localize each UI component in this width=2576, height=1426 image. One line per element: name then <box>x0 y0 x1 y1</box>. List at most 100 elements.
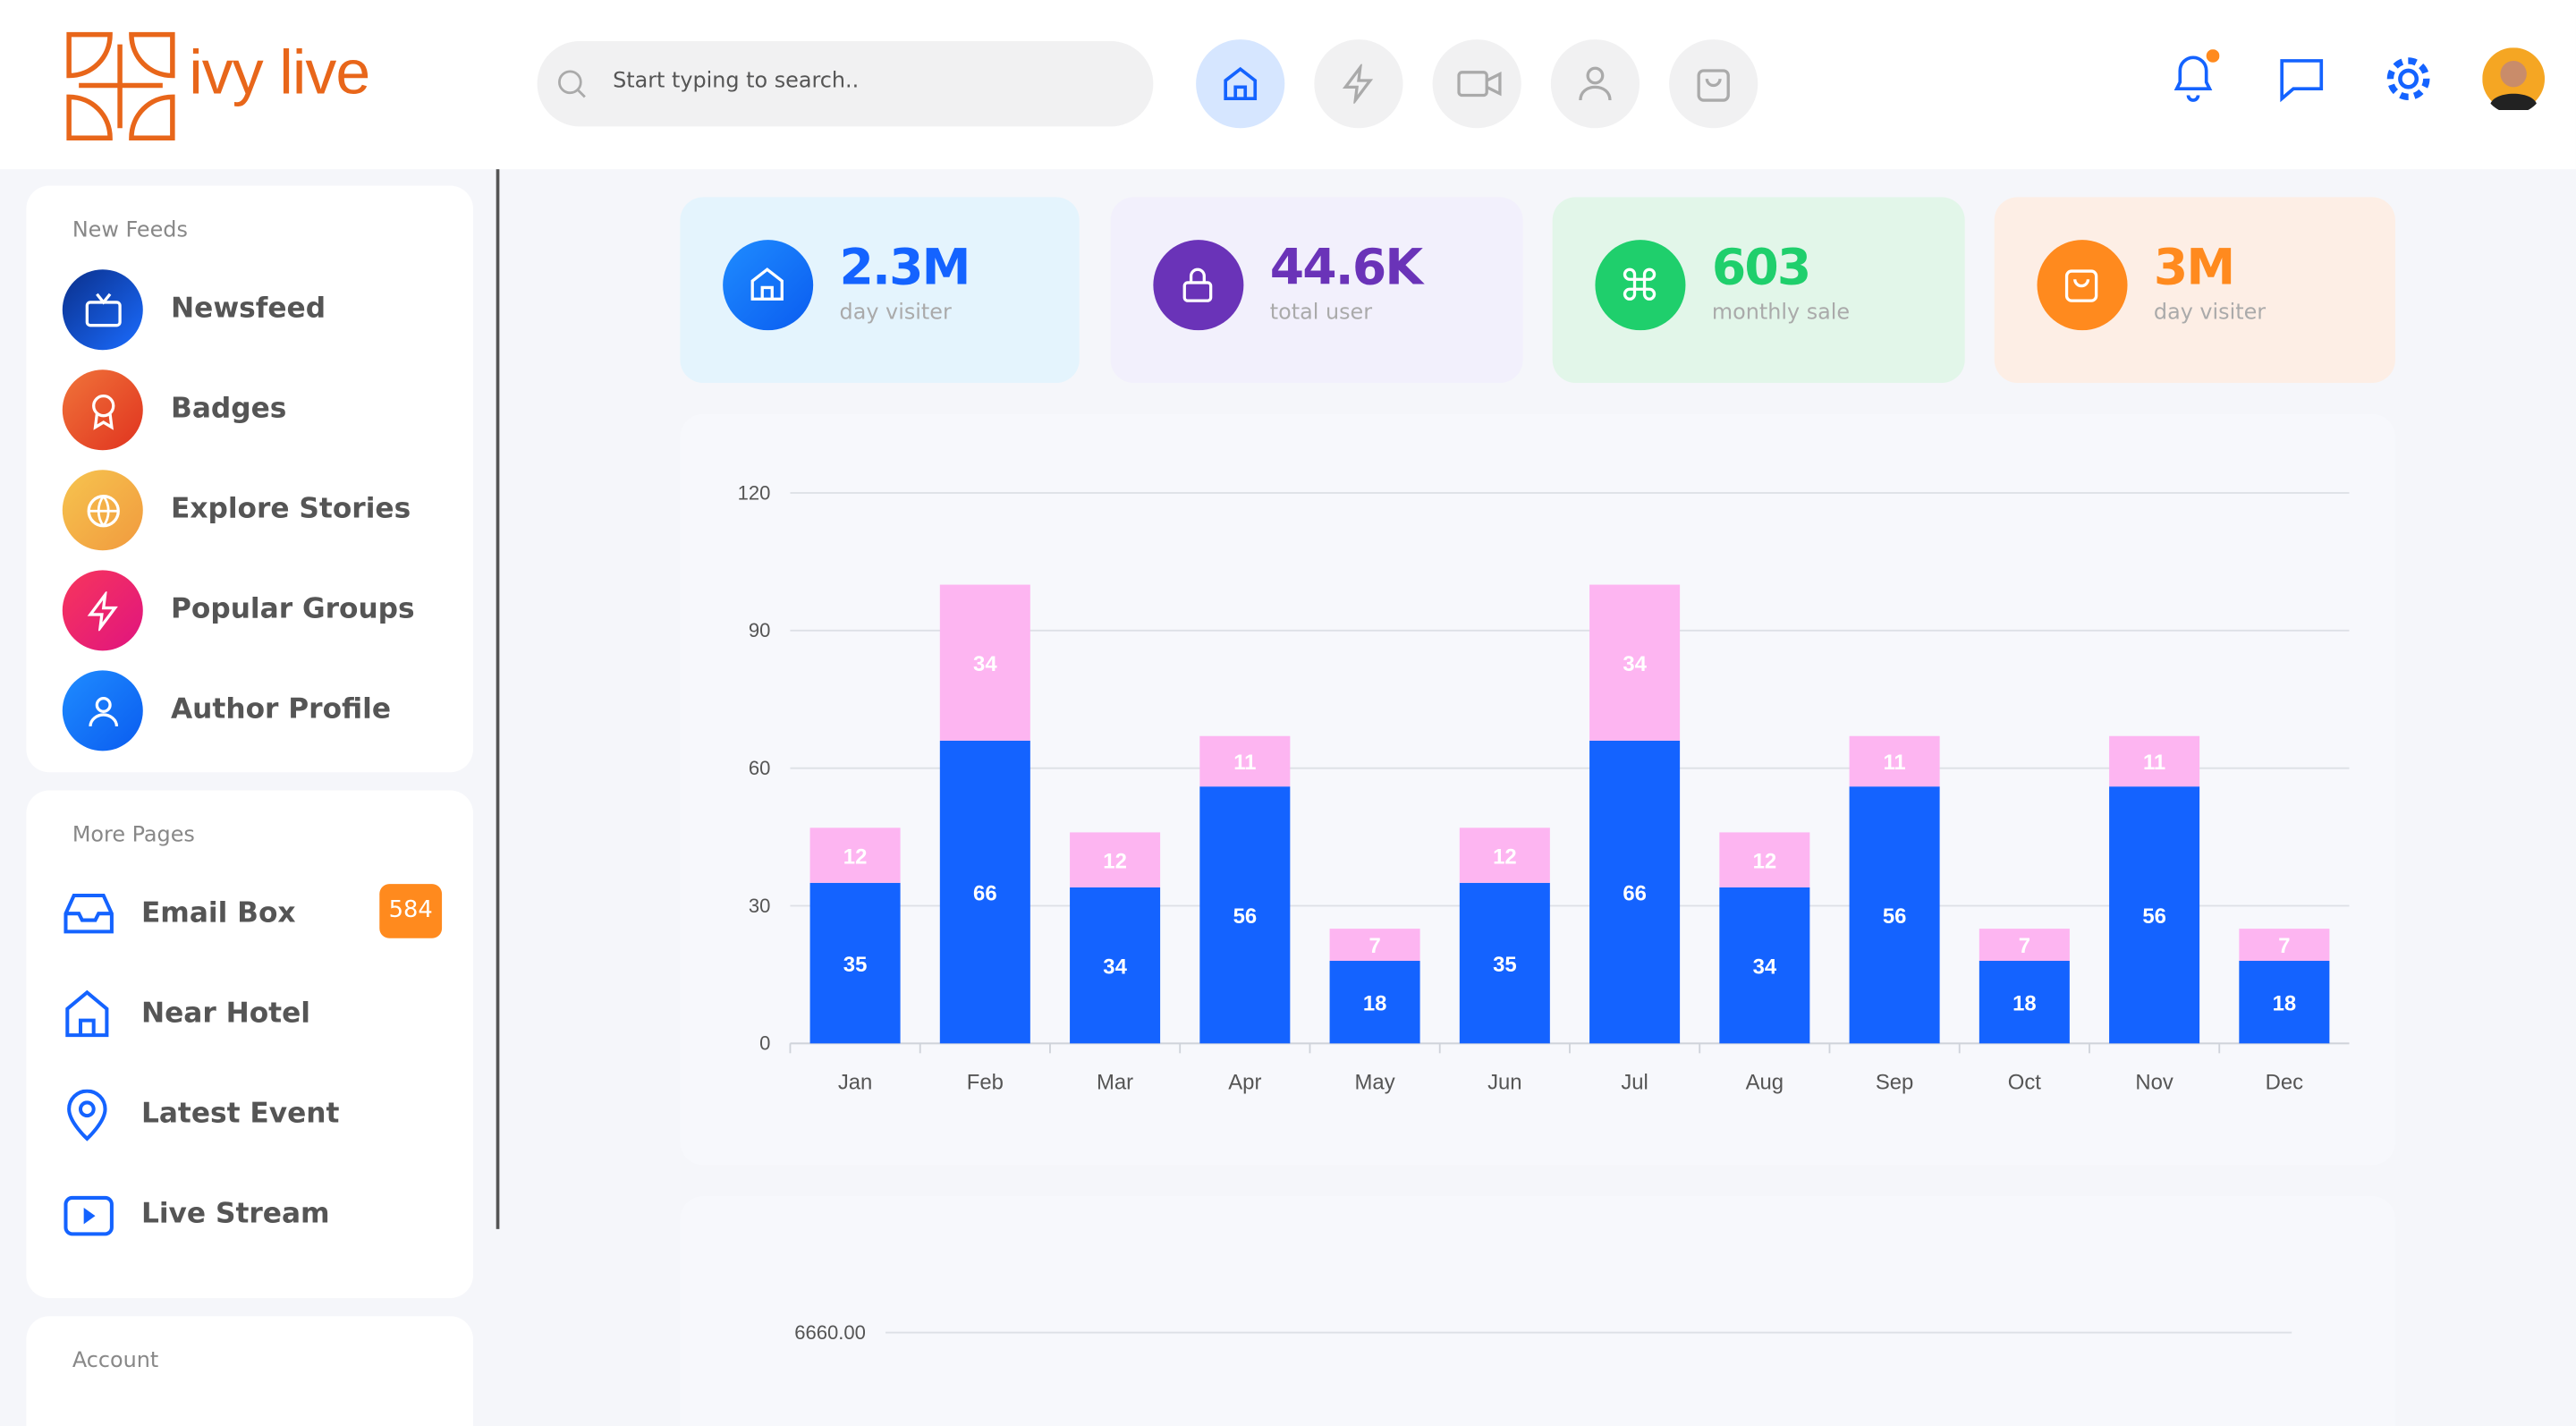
stat-card: 2.3M day visiter <box>680 197 1080 383</box>
nav-item[interactable]: Latest Event <box>140 1097 340 1131</box>
data-label: 11 <box>1883 751 1905 775</box>
x-tick-label: May <box>1355 1071 1395 1095</box>
bar-segment <box>1719 887 1810 1044</box>
bar-segment <box>1329 961 1420 1044</box>
data-label: 11 <box>1233 751 1256 775</box>
nav-item[interactable]: Email Box <box>140 896 296 930</box>
data-label: 34 <box>1753 955 1777 979</box>
icon-profile <box>62 670 143 751</box>
icon <box>1697 69 1730 102</box>
data-label: 56 <box>2142 904 2166 929</box>
x-tick-label: Mar <box>1097 1071 1133 1095</box>
nav-bolt[interactable] <box>1314 39 1403 129</box>
nav-home[interactable] <box>1196 39 1285 129</box>
header: ivy live Start typing to search.. <box>0 0 2576 170</box>
y-tick-label: 0 <box>759 1032 770 1055</box>
y-tick-label: 30 <box>749 895 771 917</box>
search-box[interactable]: Start typing to search.. <box>537 40 1154 127</box>
y-tick-label: 90 <box>749 619 771 641</box>
bar-segment <box>1589 740 1681 1044</box>
avatar[interactable] <box>2482 47 2546 111</box>
section-title: New Feeds <box>72 218 188 243</box>
bar-segment <box>809 882 901 1044</box>
y-tick-label: 120 <box>738 481 771 504</box>
bar-segment <box>1979 929 2070 962</box>
data-label: 12 <box>1493 845 1517 869</box>
stat-card: 603 monthly sale <box>1552 197 1965 383</box>
data-label: 35 <box>843 953 868 977</box>
nav-item[interactable]: Explore Stories <box>171 493 411 526</box>
sidebar-pages: More Pages Email Box 584 Near Hotel Late… <box>26 790 473 1298</box>
logo-mark <box>66 31 175 141</box>
x-tick-label: Oct <box>2008 1071 2041 1095</box>
data-label: 66 <box>973 881 997 905</box>
icon <box>1457 71 1502 98</box>
stat-card: 44.6K total user <box>1110 197 1523 383</box>
nav-item[interactable]: Author Profile <box>171 693 392 726</box>
y-tick-label: 60 <box>749 757 771 779</box>
x-tick-label: Jan <box>838 1071 872 1095</box>
x-tick-label: Nov <box>2135 1071 2174 1095</box>
x-tick-label: Apr <box>1228 1071 1261 1095</box>
nav-video[interactable] <box>1432 39 1521 129</box>
stat-card: 3M day visiter <box>1994 197 2395 383</box>
stat-label: day visiter <box>839 301 952 326</box>
nav-item[interactable]: Newsfeed <box>171 292 326 326</box>
icon-stories <box>62 470 143 551</box>
nav-item[interactable]: Badges <box>171 392 287 426</box>
sidebar-account: Account <box>26 1316 473 1426</box>
x-tick-label: Jul <box>1621 1071 1648 1095</box>
bar-segment <box>1849 786 1940 1044</box>
data-label: 7 <box>2019 934 2030 958</box>
icon-groups <box>62 570 143 651</box>
x-tick-label: Aug <box>1746 1071 1784 1095</box>
stat-icon <box>723 240 814 331</box>
stat-value: 3M <box>2153 240 2235 298</box>
badge: 584 <box>379 884 443 938</box>
notification-icon[interactable] <box>2170 49 2220 105</box>
bar-segment <box>2239 929 2330 962</box>
section-title: Account <box>72 1348 159 1374</box>
sidebar-feeds: New Feeds Newsfeed Badges Explore Storie… <box>26 185 473 773</box>
x-tick-label: Jun <box>1487 1071 1521 1095</box>
bar-segment <box>1589 584 1681 741</box>
y-tick-label: 6660.00 <box>794 1321 866 1344</box>
bar-segment <box>1979 961 2070 1044</box>
search-icon <box>558 70 586 98</box>
nav-item[interactable]: Popular Groups <box>171 593 415 626</box>
section-title: More Pages <box>72 823 195 848</box>
stat-label: day visiter <box>2153 301 2267 326</box>
data-label: 56 <box>1233 904 1258 929</box>
icon-badges <box>62 369 143 451</box>
stat-label: total user <box>1269 301 1373 326</box>
icon-hotel <box>65 989 109 1038</box>
data-label: 18 <box>1363 991 1387 1015</box>
bar-segment <box>1199 786 1291 1044</box>
bar-segment <box>1459 828 1550 883</box>
nav-shop[interactable] <box>1669 39 1758 129</box>
nav-item[interactable]: Near Hotel <box>140 997 310 1031</box>
data-label: 34 <box>1103 955 1127 979</box>
data-label: 34 <box>973 652 997 676</box>
icon-stream <box>64 1195 114 1236</box>
data-label: 18 <box>2273 991 2297 1015</box>
search-placeholder: Start typing to search.. <box>613 69 860 94</box>
bar-segment <box>939 584 1030 741</box>
icon <box>1342 64 1374 104</box>
bar-segment <box>1849 735 1940 787</box>
bar-segment <box>1459 882 1550 1044</box>
stat-value: 44.6K <box>1269 240 1423 298</box>
message-icon[interactable] <box>2279 55 2328 105</box>
bar-segment <box>939 740 1030 1044</box>
data-label: 66 <box>1623 881 1647 905</box>
bar-segment <box>2109 786 2200 1044</box>
nav-item[interactable]: Live Stream <box>140 1197 330 1231</box>
icon-event <box>67 1089 107 1142</box>
data-label: 7 <box>1368 934 1380 958</box>
icon <box>1579 66 1612 101</box>
settings-icon[interactable] <box>2382 53 2435 106</box>
nav-user[interactable] <box>1550 39 1640 129</box>
